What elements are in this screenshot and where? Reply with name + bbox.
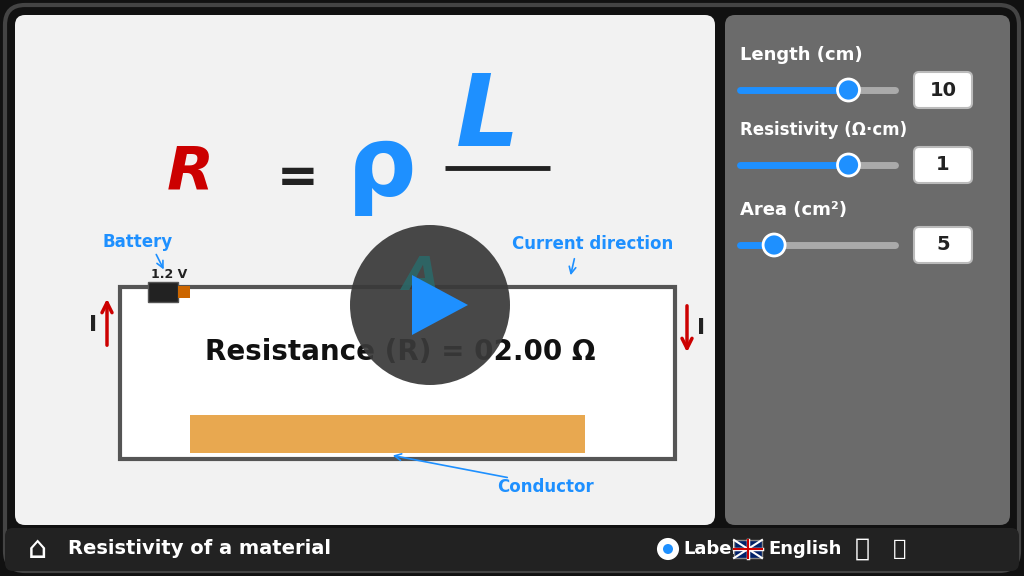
Text: R: R [167,143,214,203]
Text: Length (cm): Length (cm) [740,46,862,64]
Text: Battery: Battery [102,233,173,251]
Text: Conductor: Conductor [497,478,593,496]
Text: =: = [278,154,318,202]
FancyBboxPatch shape [5,528,1019,571]
Text: I: I [89,315,97,335]
Text: Label: Label [683,540,737,558]
Text: 10: 10 [930,81,956,100]
Text: Area (cm²): Area (cm²) [740,201,847,219]
FancyBboxPatch shape [15,15,715,525]
Text: Current direction: Current direction [512,235,674,253]
Bar [120,287,675,459]
FancyBboxPatch shape [914,227,972,263]
Ellipse shape [350,225,510,385]
Text: ρ: ρ [347,123,417,217]
Text: Resistance (R) = 02.00 Ω: Resistance (R) = 02.00 Ω [205,338,595,366]
Circle shape [663,544,673,554]
Text: I: I [697,318,706,338]
FancyBboxPatch shape [914,147,972,183]
Text: A: A [401,255,438,300]
Text: Resistivity (Ω·cm): Resistivity (Ω·cm) [740,121,907,139]
Bar [190,415,585,453]
Circle shape [763,234,785,256]
Text: L: L [456,70,520,166]
Circle shape [838,79,859,101]
Text: 5: 5 [936,236,950,255]
Polygon shape [412,275,468,335]
Text: 1: 1 [936,156,950,175]
FancyBboxPatch shape [725,15,1010,525]
FancyBboxPatch shape [914,72,972,108]
Bar [734,540,762,558]
Bar [178,286,190,298]
Text: English: English [768,540,842,558]
Bar [148,282,178,302]
FancyBboxPatch shape [5,5,1019,571]
Text: 📷: 📷 [893,539,906,559]
Text: Resistivity of a material: Resistivity of a material [68,540,331,559]
Circle shape [658,539,678,559]
Text: 1.2 V: 1.2 V [151,268,187,282]
Text: ⛶: ⛶ [854,537,869,561]
Circle shape [838,154,859,176]
Text: ⌂: ⌂ [29,535,48,563]
